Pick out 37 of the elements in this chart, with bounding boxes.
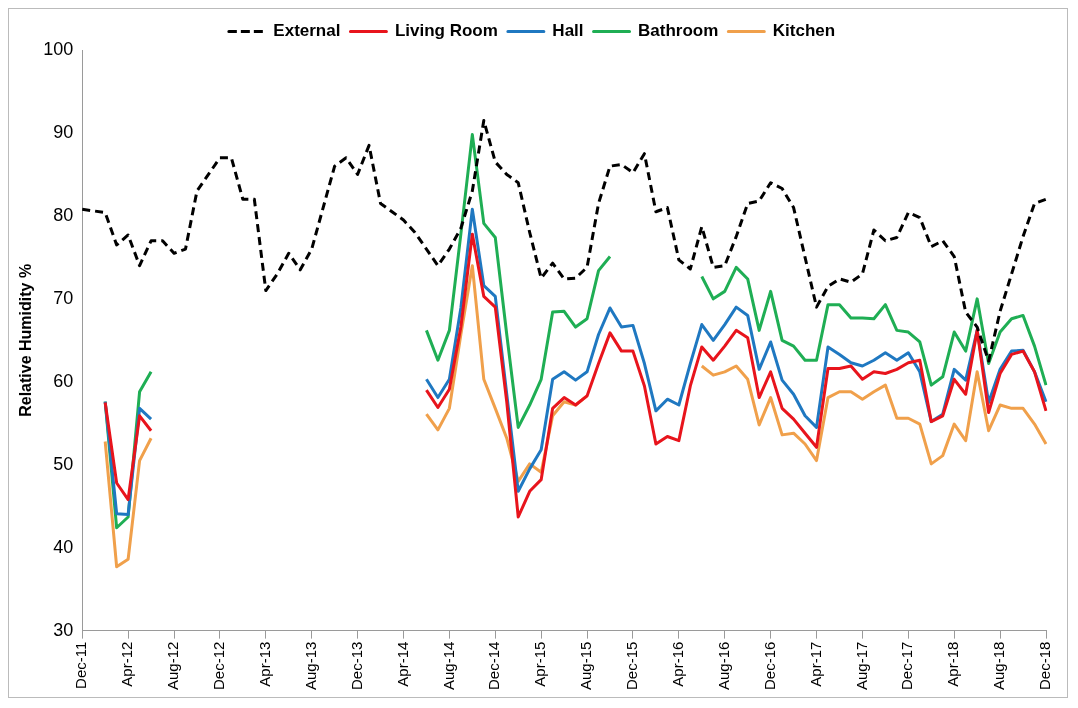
legend-label: Hall — [552, 21, 584, 41]
x-tick-label: Aug-12 — [164, 641, 182, 691]
x-tick-label: Apr-16 — [668, 641, 686, 687]
y-tick-label: 60 — [53, 370, 74, 391]
legend-label: External — [273, 21, 341, 41]
x-tick-label: Apr-14 — [393, 641, 411, 687]
x-tick-label: Apr-18 — [944, 641, 962, 687]
x-tick-label: Aug-13 — [301, 641, 319, 691]
x-tick-label: Dec-18 — [1036, 641, 1054, 690]
x-tick-label: Dec-13 — [347, 641, 365, 690]
y-tick-label: 50 — [53, 453, 74, 474]
x-tick-label: Aug-15 — [577, 641, 595, 691]
x-tick-label: Aug-18 — [990, 641, 1008, 691]
line-series — [80, 119, 1048, 363]
x-tick-label: Dec-12 — [210, 641, 228, 690]
legend-label: Living Room — [394, 21, 498, 41]
x-tick-label: Aug-14 — [439, 641, 457, 691]
x-tick-label: Apr-17 — [806, 641, 824, 687]
y-axis-title: Relative Humidity % — [17, 263, 35, 417]
x-tick-label: Apr-12 — [118, 641, 136, 687]
y-tick-label: 100 — [43, 38, 74, 59]
y-tick-label: 40 — [53, 536, 74, 557]
x-tick-label: Dec-15 — [623, 641, 641, 690]
y-tick-label: 80 — [53, 204, 74, 225]
y-tick-label: 90 — [53, 121, 74, 142]
x-tick-label: Apr-15 — [531, 641, 549, 687]
y-tick-label: 70 — [53, 287, 74, 308]
x-tick-label: Dec-16 — [760, 641, 778, 690]
x-tick-label: Dec-14 — [485, 641, 503, 690]
x-tick-label: Apr-13 — [255, 641, 273, 687]
x-tick-label: Aug-16 — [714, 641, 732, 691]
legend-label: Bathroom — [638, 21, 719, 41]
x-tick-label: Dec-11 — [72, 641, 90, 689]
y-tick-label: 30 — [53, 619, 74, 640]
legend-label: Kitchen — [772, 21, 836, 41]
x-tick-label: Dec-17 — [898, 641, 916, 690]
x-tick-label: Aug-17 — [852, 641, 870, 691]
